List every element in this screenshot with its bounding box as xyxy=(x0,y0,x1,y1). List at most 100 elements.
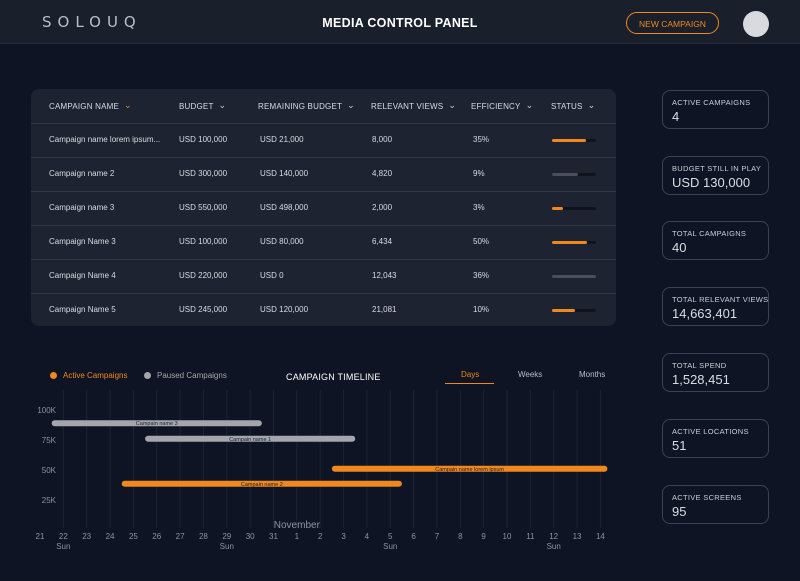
stat-label: TOTAL RELEVANT VIEWS xyxy=(672,295,769,304)
x-tick-label: 28 xyxy=(199,532,208,541)
stat-value: 14,663,401 xyxy=(672,306,738,321)
status-bar-fill xyxy=(552,275,596,278)
column-label: REMAINING BUDGET xyxy=(258,102,343,111)
campaign-bar xyxy=(121,480,402,487)
cell-budget: USD 220,000 xyxy=(179,271,228,280)
table-row[interactable]: Campaign name 2 USD 300,000 USD 140,000 … xyxy=(31,157,616,192)
campaign-bar xyxy=(145,435,356,442)
x-tick-label: 26 xyxy=(152,532,161,541)
cell-efficiency: 35% xyxy=(473,135,490,144)
cell-efficiency: 36% xyxy=(473,271,490,280)
cell-campaign-name: Campaign name 3 xyxy=(49,203,115,212)
cell-budget: USD 100,000 xyxy=(179,135,228,144)
campaign-bar-label: Campain name 2 xyxy=(241,482,283,488)
top-bar: SOLOUQ MEDIA CONTROL PANEL NEW CAMPAIGN xyxy=(0,0,800,44)
campaign-bar xyxy=(51,420,262,427)
cell-relevant-views: 4,820 xyxy=(372,169,393,178)
x-tick-label: 22 xyxy=(59,532,68,541)
paused-dot-icon xyxy=(144,372,151,379)
status-bar xyxy=(552,241,596,244)
x-tick-label: 5 xyxy=(388,532,393,541)
column-header-efficiency[interactable]: EFFICIENCY ⌄ xyxy=(471,100,534,112)
cell-remaining-budget: USD 498,000 xyxy=(260,203,309,212)
x-tick-label: 25 xyxy=(129,532,138,541)
active-dot-icon xyxy=(50,372,57,379)
cell-budget: USD 550,000 xyxy=(179,203,228,212)
table-row[interactable]: Campaign name lorem ipsum... USD 100,000… xyxy=(31,123,616,158)
cell-remaining-budget: USD 80,000 xyxy=(260,237,304,246)
column-header-budget[interactable]: BUDGET ⌄ xyxy=(179,100,226,112)
tab-months[interactable]: Months xyxy=(579,370,606,379)
x-tick-label: 1 xyxy=(295,532,300,541)
table-row[interactable]: Campaign Name 3 USD 100,000 USD 80,000 6… xyxy=(31,225,616,260)
stat-card-active-locations: ACTIVE LOCATIONS 51 xyxy=(662,419,769,458)
column-header-status[interactable]: STATUS ⌄ xyxy=(551,100,596,112)
y-tick-label: 75K xyxy=(42,436,57,445)
table-row[interactable]: Campaign Name 4 USD 220,000 USD 0 12,043… xyxy=(31,259,616,294)
x-tick-label: 10 xyxy=(503,532,512,541)
status-bar-fill xyxy=(552,241,588,244)
cell-campaign-name: Campaign Name 3 xyxy=(49,237,116,246)
campaign-bar-label: Campain name 3 xyxy=(136,421,178,427)
legend-active-label: Active Campaigns xyxy=(63,371,128,380)
status-bar xyxy=(552,309,596,312)
campaign-bar xyxy=(331,465,608,472)
x-tick-label: 13 xyxy=(573,532,582,541)
new-campaign-button[interactable]: NEW CAMPAIGN xyxy=(626,12,719,34)
x-tick-label: 12 xyxy=(549,532,558,541)
stat-card-budget-in-play: BUDGET STILL IN PLAY USD 130,000 xyxy=(662,156,769,195)
y-tick-label: 50K xyxy=(42,466,57,475)
x-sublabel: Sun xyxy=(56,542,70,551)
stat-card-active-screens: ACTIVE SCREENS 95 xyxy=(662,485,769,524)
cell-relevant-views: 6,434 xyxy=(372,237,393,246)
x-tick-label: 14 xyxy=(596,532,605,541)
stat-card-total-campaigns: TOTAL CAMPAIGNS 40 xyxy=(662,221,769,260)
column-header-campaign-name[interactable]: CAMPAIGN NAME ⌄ xyxy=(49,100,132,112)
legend-paused[interactable]: Paused Campaigns xyxy=(144,371,227,380)
stat-value: USD 130,000 xyxy=(672,175,751,190)
column-label: STATUS xyxy=(551,102,583,111)
column-label: EFFICIENCY xyxy=(471,102,521,111)
legend-active[interactable]: Active Campaigns xyxy=(50,371,127,380)
x-tick-label: 21 xyxy=(36,532,45,541)
chevron-down-icon: ⌄ xyxy=(347,100,355,110)
status-bar-fill xyxy=(552,207,563,210)
cell-campaign-name: Campaign name 2 xyxy=(49,169,115,178)
x-sublabel: Sun xyxy=(383,542,397,551)
page-title: MEDIA CONTROL PANEL xyxy=(322,16,478,30)
tab-days[interactable]: Days xyxy=(461,370,480,379)
cell-remaining-budget: USD 0 xyxy=(260,271,284,280)
table-row[interactable]: Campaign name 3 USD 550,000 USD 498,000 … xyxy=(31,191,616,226)
chevron-down-icon: ⌄ xyxy=(124,100,132,110)
x-tick-label: 4 xyxy=(365,532,370,541)
stat-value: 1,528,451 xyxy=(672,372,730,387)
table-header: CAMPAIGN NAME ⌄ BUDGET ⌄ REMAINING BUDGET ⌄… xyxy=(31,89,616,124)
cell-efficiency: 10% xyxy=(473,305,490,314)
x-tick-label: 29 xyxy=(222,532,231,541)
cell-budget: USD 245,000 xyxy=(179,305,228,314)
cell-relevant-views: 21,081 xyxy=(372,305,397,314)
x-tick-label: 31 xyxy=(269,532,278,541)
cell-campaign-name: Campaign name lorem ipsum... xyxy=(49,135,161,144)
stat-label: ACTIVE SCREENS xyxy=(672,493,742,502)
x-tick-label: 8 xyxy=(458,532,463,541)
stat-card-total-spend: TOTAL SPEND 1,528,451 xyxy=(662,353,769,392)
tab-weeks[interactable]: Weeks xyxy=(518,370,543,379)
cell-remaining-budget: USD 120,000 xyxy=(260,305,309,314)
chevron-down-icon: ⌄ xyxy=(587,100,596,110)
column-label: BUDGET xyxy=(179,102,214,111)
column-header-remaining-budget[interactable]: REMAINING BUDGET ⌄ xyxy=(258,100,355,112)
stat-label: TOTAL CAMPAIGNS xyxy=(672,229,747,238)
table-row[interactable]: Campaign Name 5 USD 245,000 USD 120,000 … xyxy=(31,293,616,326)
stat-value: 51 xyxy=(672,438,687,453)
cell-relevant-views: 8,000 xyxy=(372,135,393,144)
status-bar xyxy=(552,139,596,142)
cell-campaign-name: Campaign Name 4 xyxy=(49,271,116,280)
cell-efficiency: 9% xyxy=(473,169,485,178)
x-tick-label: 6 xyxy=(411,532,416,541)
chevron-down-icon: ⌄ xyxy=(525,100,534,110)
column-header-relevant-views[interactable]: RELEVANT VIEWS ⌄ xyxy=(371,100,456,112)
cell-campaign-name: Campaign Name 5 xyxy=(49,305,116,314)
avatar[interactable] xyxy=(743,11,769,37)
